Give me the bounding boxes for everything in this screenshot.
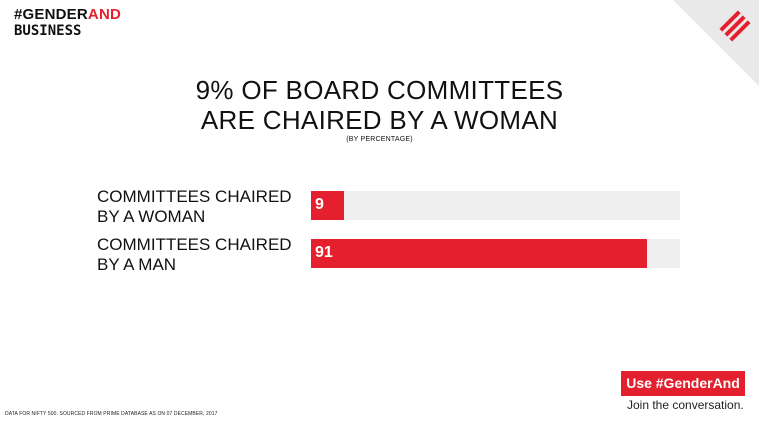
brand-hashtag: #GENDERAND	[14, 7, 121, 23]
brand-hashtag-prefix: #GENDER	[14, 6, 88, 23]
join-conversation-text: Join the conversation.	[627, 398, 744, 412]
use-hashtag-button[interactable]: Use #GenderAnd	[621, 371, 745, 396]
bar-value-man: 91	[315, 244, 333, 261]
bar-man	[311, 239, 647, 268]
bar-row-woman: COMMITTEES CHAIRED BY A WOMAN 9	[0, 187, 759, 237]
express-logo-icon	[673, 0, 759, 86]
bar-label-man-line-1: COMMITTEES CHAIRED	[97, 235, 292, 254]
bar-label-man-line-2: BY A MAN	[97, 255, 177, 274]
bar-label-woman-line-1: COMMITTEES CHAIRED	[97, 187, 292, 206]
bar-track-woman: 9	[311, 191, 680, 220]
chart-title: 9% OF BOARD COMMITTEES ARE CHAIRED BY A …	[0, 75, 759, 135]
bar-label-woman: COMMITTEES CHAIRED BY A WOMAN	[97, 187, 307, 227]
bar-label-man: COMMITTEES CHAIRED BY A MAN	[97, 235, 307, 275]
bar-label-woman-line-2: BY A WOMAN	[97, 207, 206, 226]
chart-title-line-2: ARE CHAIRED BY A WOMAN	[200, 105, 559, 135]
bar-track-man: 91	[311, 239, 680, 268]
brand-mark: #GENDERAND BUSINESS	[14, 7, 121, 40]
brand-hashtag-highlight: AND	[87, 6, 122, 23]
bar-row-man: COMMITTEES CHAIRED BY A MAN 91	[0, 235, 759, 285]
bar-value-woman: 9	[315, 196, 324, 213]
bar-woman	[311, 191, 345, 220]
brand-subtitle: BUSINESS	[14, 23, 82, 39]
chart-subtitle: (BY PERCENTAGE)	[346, 136, 413, 143]
chart-title-line-1: 9% OF BOARD COMMITTEES	[195, 75, 564, 105]
source-footnote: DATA FOR NIFTY 500. SOURCED FROM PRIME D…	[5, 411, 218, 417]
